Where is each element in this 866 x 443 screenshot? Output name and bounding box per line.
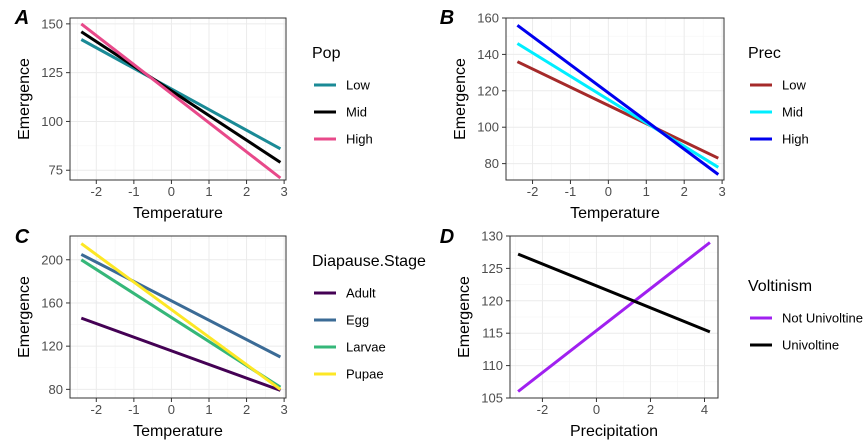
x-tick-label: -1 [128, 184, 140, 199]
legend-label: Adult [346, 286, 376, 301]
legend-title: Pop [312, 45, 341, 62]
x-tick-label: -1 [565, 184, 577, 199]
y-tick-label: 125 [481, 261, 503, 276]
x-tick-label: 2 [647, 402, 654, 417]
x-tick-label: 3 [281, 184, 288, 199]
x-tick-label: -2 [537, 402, 549, 417]
y-tick-label: 160 [477, 11, 499, 26]
plot-frame [505, 17, 725, 181]
y-tick-label: 100 [41, 114, 63, 129]
x-axis-title: Temperature [133, 205, 223, 222]
y-tick-label: 100 [477, 120, 499, 135]
plot-frame [69, 235, 287, 399]
y-tick-label: 160 [41, 295, 63, 310]
x-tick-label: 1 [205, 402, 212, 417]
y-tick-label: 150 [41, 16, 63, 31]
legend-title: Prec [748, 45, 781, 62]
y-axis-title: Emergence [16, 276, 33, 358]
y-tick-label: 75 [49, 163, 63, 178]
y-tick-label: 105 [481, 391, 503, 406]
x-tick-label: 0 [593, 402, 600, 417]
y-tick-label: 120 [477, 83, 499, 98]
series-line-low [80, 38, 282, 151]
panel-letter: D [440, 226, 454, 248]
plot-frame [509, 235, 719, 399]
y-tick-label: 130 [481, 229, 503, 244]
x-tick-label: 1 [643, 184, 650, 199]
x-tick-label: 1 [205, 184, 212, 199]
panel-c: C -2 -1 0 1 2 3 80 120 160 200 Temperature Emergence… [15, 226, 426, 440]
legend-label: Low [346, 78, 370, 93]
x-tick-label: 2 [243, 402, 250, 417]
legend-label: Pupae [346, 367, 384, 382]
series-line-egg [80, 253, 282, 359]
y-tick-label: 120 [41, 339, 63, 354]
legend-label: Low [782, 78, 806, 93]
y-axis-title: Emergence [16, 58, 33, 140]
x-tick-label: 2 [243, 184, 250, 199]
legend-label: Mid [782, 105, 803, 120]
panel-letter: C [15, 226, 30, 248]
x-tick-label: 0 [168, 402, 175, 417]
series-line-high [80, 22, 282, 180]
x-tick-label: 3 [281, 402, 288, 417]
y-tick-label: 140 [477, 47, 499, 62]
y-tick-label: 125 [41, 65, 63, 80]
series-line-adult [80, 316, 281, 392]
y-tick-label: 80 [485, 156, 499, 171]
x-tick-label: -2 [91, 402, 103, 417]
x-tick-label: 0 [605, 184, 612, 199]
legend-title: Diapause.Stage [312, 253, 426, 270]
panel-a: A -2 -1 0 1 2 3 75 100 125 150 Temperature Emergence… [14, 7, 373, 222]
legend-label: Mid [346, 105, 367, 120]
series-line-not-univoltine [517, 241, 711, 393]
y-tick-label: 80 [49, 382, 63, 397]
panel-letter: A [14, 7, 29, 29]
x-axis-title: Precipitation [570, 423, 658, 440]
y-axis-title: Emergence [452, 58, 469, 140]
series-line-low [516, 60, 719, 160]
panel-letter: B [440, 7, 454, 29]
series-line-high [516, 24, 720, 176]
y-tick-label: 200 [41, 252, 63, 267]
legend-label: Larvae [346, 340, 386, 355]
legend-label: Egg [346, 313, 369, 328]
panel-d: D -2 0 2 4 105 110 115 120 125 130 Precipitation Eme… [440, 226, 863, 440]
series-line-mid [516, 42, 720, 169]
x-axis-title: Temperature [133, 423, 223, 440]
x-tick-label: -1 [128, 402, 140, 417]
x-tick-label: 2 [681, 184, 688, 199]
x-tick-label: -2 [91, 184, 103, 199]
x-tick-label: 3 [718, 184, 725, 199]
legend-title: Voltinism [748, 278, 812, 295]
y-tick-label: 110 [482, 358, 503, 373]
legend-label: Univoltine [782, 338, 839, 353]
legend-label: Not Univoltine [782, 311, 863, 326]
legend-label: High [782, 132, 809, 147]
y-tick-label: 115 [482, 326, 503, 341]
panel-b: B -2 -1 0 1 2 3 80 100 120 140 160 Temperature Emerge… [440, 7, 809, 222]
plot-frame [69, 17, 287, 181]
legend-label: High [346, 132, 373, 147]
x-tick-label: 0 [168, 184, 175, 199]
y-axis-title: Emergence [456, 276, 473, 358]
x-axis-title: Temperature [570, 205, 660, 222]
x-tick-label: -2 [527, 184, 539, 199]
y-tick-label: 120 [481, 293, 503, 308]
series-line-mid [80, 30, 282, 164]
series-line-univoltine [517, 252, 711, 334]
series-line-pupae [80, 242, 282, 391]
x-tick-label: 4 [701, 402, 708, 417]
